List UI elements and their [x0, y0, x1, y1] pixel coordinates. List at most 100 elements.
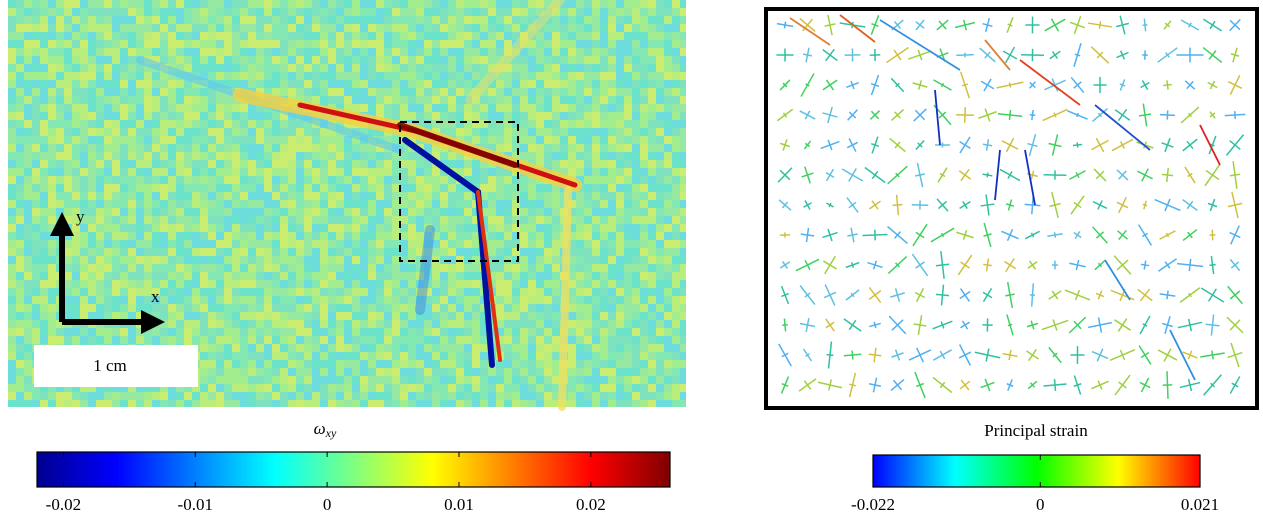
- image-pixel: [632, 72, 640, 80]
- image-pixel: [504, 384, 512, 392]
- image-pixel: [304, 192, 312, 200]
- image-pixel: [664, 72, 672, 80]
- image-pixel: [672, 336, 680, 344]
- strain-glyph: [888, 166, 908, 184]
- image-pixel: [472, 320, 480, 328]
- image-pixel: [16, 200, 24, 208]
- image-pixel: [48, 0, 56, 8]
- image-pixel: [336, 400, 344, 407]
- image-pixel: [448, 232, 456, 240]
- image-pixel: [256, 320, 264, 328]
- image-pixel: [160, 160, 168, 168]
- image-pixel: [64, 328, 72, 336]
- image-pixel: [160, 288, 168, 296]
- image-pixel: [592, 144, 600, 152]
- strain-glyph: [955, 20, 975, 30]
- strain-glyph: [933, 350, 951, 360]
- image-pixel: [112, 8, 120, 16]
- image-pixel: [352, 224, 360, 232]
- image-pixel: [72, 328, 80, 336]
- image-pixel: [80, 128, 88, 136]
- image-pixel: [264, 32, 272, 40]
- image-pixel: [384, 280, 392, 288]
- image-pixel: [376, 248, 384, 256]
- image-pixel: [256, 136, 264, 144]
- strain-glyph: [983, 259, 992, 272]
- image-pixel: [416, 352, 424, 360]
- image-pixel: [208, 272, 216, 280]
- image-pixel: [384, 328, 392, 336]
- image-pixel: [504, 72, 512, 80]
- image-pixel: [480, 112, 488, 120]
- image-pixel: [536, 184, 544, 192]
- image-pixel: [328, 96, 336, 104]
- image-pixel: [48, 272, 56, 280]
- image-pixel: [232, 264, 240, 272]
- image-pixel: [528, 336, 536, 344]
- image-pixel: [536, 112, 544, 120]
- image-pixel: [376, 32, 384, 40]
- image-pixel: [464, 232, 472, 240]
- image-pixel: [360, 64, 368, 72]
- image-pixel: [120, 336, 128, 344]
- image-pixel: [272, 256, 280, 264]
- image-pixel: [88, 56, 96, 64]
- image-pixel: [328, 240, 336, 248]
- strain-glyph: [1030, 110, 1036, 120]
- image-pixel: [56, 96, 64, 104]
- strain-glyph: [981, 379, 995, 391]
- image-pixel: [680, 32, 686, 40]
- image-pixel: [16, 376, 24, 384]
- image-pixel: [400, 360, 408, 368]
- image-pixel: [584, 368, 592, 376]
- image-pixel: [200, 264, 208, 272]
- image-pixel: [464, 344, 472, 352]
- image-pixel: [152, 272, 160, 280]
- image-pixel: [552, 136, 560, 144]
- image-pixel: [600, 384, 608, 392]
- image-pixel: [264, 200, 272, 208]
- image-pixel: [640, 240, 648, 248]
- image-pixel: [320, 304, 328, 312]
- image-pixel: [272, 304, 280, 312]
- image-pixel: [360, 320, 368, 328]
- image-pixel: [592, 376, 600, 384]
- image-pixel: [224, 392, 232, 400]
- image-pixel: [576, 280, 584, 288]
- image-pixel: [456, 328, 464, 336]
- image-pixel: [504, 112, 512, 120]
- image-pixel: [24, 344, 32, 352]
- image-pixel: [224, 192, 232, 200]
- image-pixel: [256, 112, 264, 120]
- image-pixel: [496, 8, 504, 16]
- image-pixel: [248, 208, 256, 216]
- image-pixel: [136, 256, 144, 264]
- image-pixel: [16, 296, 24, 304]
- image-pixel: [616, 144, 624, 152]
- image-pixel: [112, 64, 120, 72]
- image-pixel: [568, 136, 576, 144]
- image-pixel: [496, 80, 504, 88]
- image-pixel: [472, 264, 480, 272]
- image-pixel: [400, 224, 408, 232]
- image-pixel: [536, 296, 544, 304]
- image-pixel: [472, 64, 480, 72]
- image-pixel: [472, 136, 480, 144]
- image-pixel: [384, 320, 392, 328]
- image-pixel: [320, 272, 328, 280]
- image-pixel: [72, 176, 80, 184]
- image-pixel: [584, 48, 592, 56]
- image-pixel: [80, 256, 88, 264]
- strain-glyph: [981, 79, 994, 91]
- image-pixel: [424, 0, 432, 8]
- image-pixel: [520, 16, 528, 24]
- image-pixel: [368, 272, 376, 280]
- image-pixel: [280, 120, 288, 128]
- image-pixel: [312, 40, 320, 48]
- image-pixel: [16, 272, 24, 280]
- image-pixel: [32, 144, 40, 152]
- image-pixel: [680, 24, 686, 32]
- image-pixel: [160, 120, 168, 128]
- image-pixel: [672, 160, 680, 168]
- image-pixel: [248, 296, 256, 304]
